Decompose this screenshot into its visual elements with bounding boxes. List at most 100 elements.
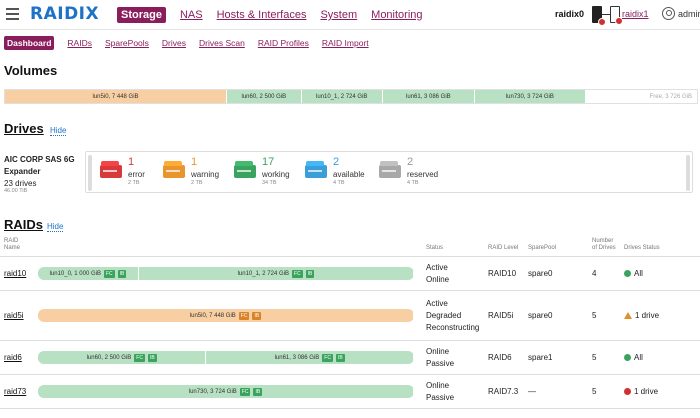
drive-group-warning[interactable]: 1 warning 2 TB bbox=[163, 156, 233, 190]
drive-group-size: 2 TB bbox=[128, 180, 140, 186]
drives-hide-link[interactable]: Hide bbox=[50, 126, 67, 136]
raid-luns-cell: lun730, 3 724 GiB FC IB bbox=[34, 374, 422, 409]
volume-segment[interactable]: lun60, 2 500 GiB bbox=[227, 90, 302, 103]
drives-heading[interactable]: Drives bbox=[4, 121, 44, 136]
lun-segment[interactable]: lun10_1, 2 724 GiB FC IB bbox=[138, 267, 414, 280]
lun-segment[interactable]: lun60, 2 500 GiB FC IB bbox=[38, 351, 207, 364]
col-raid-level[interactable]: RAID Level bbox=[484, 236, 524, 257]
raid-drives-status-cell: All bbox=[620, 256, 700, 291]
raid-name-link[interactable]: raid6 bbox=[4, 352, 22, 362]
server-node0-icon[interactable] bbox=[592, 6, 606, 26]
status-warning-icon: 1 drive bbox=[624, 311, 659, 320]
drive-available-icon bbox=[305, 165, 327, 178]
col-sparepool[interactable]: SparePool bbox=[524, 236, 588, 257]
main-nav-nas[interactable]: NAS bbox=[179, 9, 203, 21]
lun-label: lun60, 2 500 GiB bbox=[86, 354, 132, 361]
panel-scroll-left-handle[interactable] bbox=[88, 155, 92, 191]
raid-name-link[interactable]: raid5i bbox=[4, 310, 24, 320]
volume-segment[interactable]: lun730, 3 724 GiB bbox=[474, 90, 586, 103]
drive-status-panel: 1 error 2 TB 1 warning 2 TB 17 working 34 TB 2 ava… bbox=[85, 151, 693, 193]
volumes-bar: lun5i0, 7 448 GiB lun60, 2 500 GiB lun10_1… bbox=[4, 89, 698, 104]
tab-raid-profiles[interactable]: RAID Profiles bbox=[257, 38, 309, 48]
enclosure-drive-count: 23 drives bbox=[4, 179, 37, 188]
drive-group-label: working bbox=[262, 170, 290, 179]
drive-group-label: warning bbox=[191, 170, 220, 179]
lun-segment[interactable]: lun10_0, 1 000 GiB FC IB bbox=[38, 267, 139, 280]
tab-sparepools[interactable]: SparePools bbox=[104, 38, 149, 48]
ib-tag: IB bbox=[253, 387, 263, 396]
node-raidix1-link[interactable]: raidix1 bbox=[622, 9, 649, 19]
raid-status-line: Reconstructing bbox=[426, 322, 480, 332]
drive-group-size: 34 TB bbox=[262, 180, 277, 186]
raids-heading[interactable]: RAIDs bbox=[4, 217, 44, 232]
drive-group-count: 2 bbox=[407, 156, 414, 168]
raid-name-cell: raid10 bbox=[0, 256, 34, 291]
fc-tag: FC bbox=[239, 387, 251, 396]
raid-level-cell: RAID6 bbox=[484, 340, 524, 375]
drive-group-error[interactable]: 1 error 2 TB bbox=[100, 156, 170, 190]
drive-group-reserved[interactable]: 2 reserved 4 TB bbox=[379, 156, 449, 190]
drive-group-size: 4 TB bbox=[333, 180, 345, 186]
main-nav-monitoring[interactable]: Monitoring bbox=[371, 9, 423, 21]
raid-lun-bar: lun10_0, 1 000 GiB FC IB lun10_1, 2 724 GiB… bbox=[38, 267, 414, 280]
drive-group-available[interactable]: 2 available 4 TB bbox=[305, 156, 375, 190]
drive-group-count: 17 bbox=[262, 156, 275, 168]
drive-group-size: 2 TB bbox=[191, 180, 203, 186]
drive-group-label: error bbox=[128, 170, 145, 179]
tab-drives[interactable]: Drives bbox=[161, 38, 187, 48]
lun-label: lun10_0, 1 000 GiB bbox=[49, 270, 101, 277]
status-error-icon: 1 drive bbox=[624, 387, 658, 396]
main-nav-system[interactable]: System bbox=[320, 9, 358, 21]
fc-tag: FC bbox=[291, 269, 303, 278]
raid-name-cell: raid73 bbox=[0, 374, 34, 409]
col-status[interactable]: Status bbox=[422, 236, 484, 257]
lun-segment[interactable]: lun5i0, 7 448 GiB FC IB bbox=[38, 309, 414, 322]
ib-tag: IB bbox=[147, 353, 157, 362]
user-name[interactable]: admin bbox=[678, 9, 700, 19]
raid-sparepool-cell: — bbox=[524, 374, 588, 409]
raids-table-header: RAID Name Status RAID Level SparePool Nu… bbox=[0, 236, 700, 257]
lun-label: lun61, 3 086 GiB bbox=[274, 354, 320, 361]
raid-sparepool-cell: spare1 bbox=[524, 340, 588, 375]
volumes-heading: Volumes bbox=[4, 63, 58, 78]
main-nav-hosts-interfaces[interactable]: Hosts & Interfaces bbox=[216, 9, 307, 21]
raids-hide-link[interactable]: Hide bbox=[47, 222, 64, 232]
ib-tag: IB bbox=[117, 269, 127, 278]
node-link-line bbox=[602, 14, 612, 15]
raidix-logo: RAIDIX bbox=[30, 4, 100, 24]
col-drives-status[interactable]: Drives Status bbox=[620, 236, 700, 257]
raid-status-line: Active bbox=[426, 298, 448, 308]
col-number-of-drives[interactable]: Number of Drives bbox=[588, 236, 620, 257]
enclosure-name: AIC CORP SAS 6G Expander bbox=[4, 155, 75, 176]
raid-drive-count-cell: 5 bbox=[588, 374, 620, 409]
tab-raids[interactable]: RAIDs bbox=[67, 38, 92, 48]
drives-enclosure: AIC CORP SAS 6G Expander 23 drives 46.00… bbox=[0, 148, 700, 200]
fc-tag: FC bbox=[103, 269, 115, 278]
raid-lun-bar: lun60, 2 500 GiB FC IB lun61, 3 086 GiB FC IB bbox=[38, 351, 414, 364]
node-raidix0-label[interactable]: raidix0 bbox=[555, 9, 585, 19]
drive-group-working[interactable]: 17 working 34 TB bbox=[234, 156, 304, 190]
raid-name-link[interactable]: raid73 bbox=[4, 386, 27, 396]
lun-segment[interactable]: lun730, 3 724 GiB FC IB bbox=[38, 385, 414, 398]
ib-tag: IB bbox=[335, 353, 345, 362]
volume-segment[interactable]: lun61, 3 086 GiB bbox=[382, 90, 475, 103]
volume-segment[interactable]: lun5i0, 7 448 GiB bbox=[5, 90, 228, 103]
panel-scroll-right-handle[interactable] bbox=[686, 155, 690, 191]
user-icon[interactable] bbox=[662, 7, 675, 20]
raid-level-cell: RAID5i bbox=[484, 290, 524, 341]
raid-sparepool-cell: spare0 bbox=[524, 290, 588, 341]
tab-raid-import[interactable]: RAID Import bbox=[321, 38, 369, 48]
drive-warning-icon bbox=[163, 165, 185, 178]
lun-segment[interactable]: lun61, 3 086 GiB FC IB bbox=[206, 351, 414, 364]
hamburger-menu-icon[interactable] bbox=[6, 8, 19, 20]
col-raid-name[interactable]: RAID Name bbox=[0, 236, 34, 257]
raid-name-link[interactable]: raid10 bbox=[4, 268, 27, 278]
tab-dashboard[interactable]: Dashboard bbox=[4, 36, 55, 50]
volume-segment[interactable]: lun10_1, 2 724 GiB bbox=[301, 90, 383, 103]
ib-tag: IB bbox=[305, 269, 315, 278]
tab-drives-scan[interactable]: Drives Scan bbox=[199, 38, 245, 48]
raid-status-line: Online bbox=[426, 346, 450, 356]
raid-status-cell: Active Online bbox=[422, 256, 484, 291]
main-nav-storage[interactable]: Storage bbox=[117, 7, 166, 23]
server-node1-icon[interactable] bbox=[610, 6, 623, 25]
